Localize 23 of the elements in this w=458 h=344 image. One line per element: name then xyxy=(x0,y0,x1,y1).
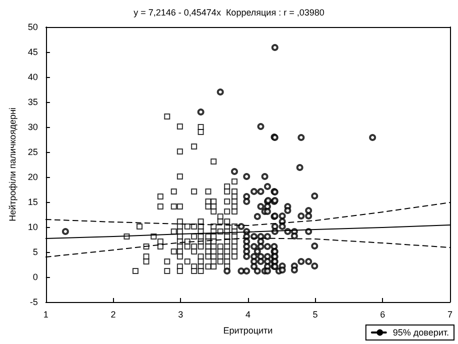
y-tick-label: 45 xyxy=(28,47,38,57)
x-tick-label: 3 xyxy=(178,310,184,320)
y-tick-label: -5 xyxy=(30,297,38,307)
x-tick-label: 6 xyxy=(380,310,386,320)
x-tick-label: 2 xyxy=(110,310,116,320)
legend-label: 95% доверит. xyxy=(392,328,450,338)
x-tick-label: 4 xyxy=(245,310,250,320)
x-tick-label: 1 xyxy=(43,310,48,320)
y-tick-label: 35 xyxy=(28,97,38,107)
y-axis-title: Нейтрофіли паличкоядерні xyxy=(8,108,18,222)
y-tick-label: 30 xyxy=(28,122,38,132)
x-tick-label: 7 xyxy=(447,310,453,320)
y-tick-label: 5 xyxy=(32,247,38,257)
chart-title: y = 7,2146 - 0,45474x Корреляция : r = ,03980 xyxy=(134,8,324,18)
y-tick-label: 0 xyxy=(32,272,38,282)
y-tick-label: 10 xyxy=(28,222,38,232)
x-tick-label: 5 xyxy=(312,310,318,320)
y-tick-label: 15 xyxy=(28,197,38,207)
y-tick-label: 50 xyxy=(28,22,38,32)
x-axis-title: Еритроцити xyxy=(223,326,273,336)
y-tick-label: 40 xyxy=(28,72,38,82)
y-tick-label: 20 xyxy=(28,172,38,182)
y-tick-label: 25 xyxy=(28,147,38,157)
